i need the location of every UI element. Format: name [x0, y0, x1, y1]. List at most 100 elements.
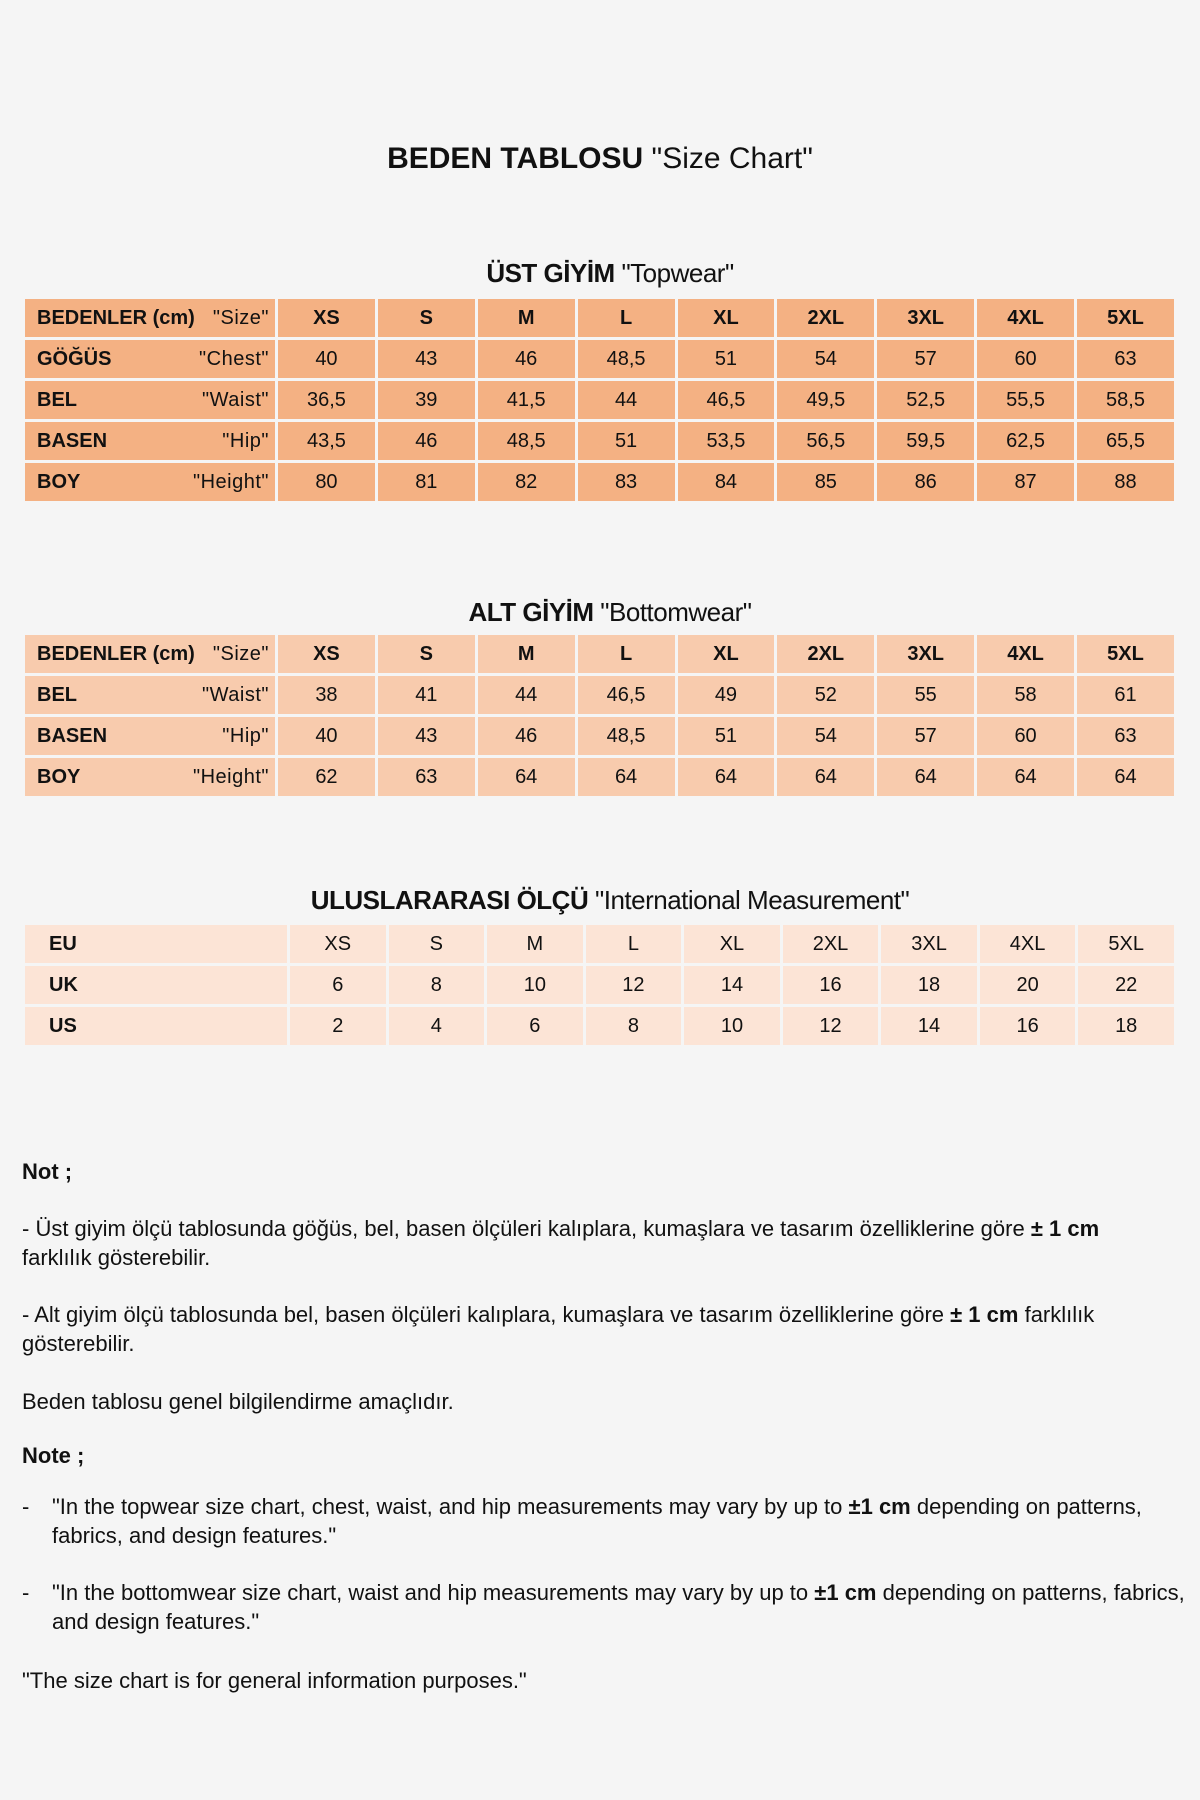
table-cell: 3XL	[874, 632, 978, 676]
row-label: BEDENLER (cm) "Size"	[22, 296, 278, 340]
table-cell: 44	[474, 673, 578, 717]
note-en-3: "The size chart is for general informati…	[22, 1668, 527, 1693]
label-tr: BASEN	[37, 429, 108, 452]
bottomwear-table: BEDENLER (cm) "Size" XS S M L XL 2XL 3XL 4XL 5XL BE…	[22, 632, 1177, 799]
table-cell: 63	[1074, 337, 1177, 381]
row-label: BASEN "Hip"	[22, 419, 278, 463]
label-en: "Size"	[212, 642, 269, 665]
row-label: BEL "Waist"	[22, 378, 278, 422]
table-cell: S	[374, 632, 478, 676]
table-row: BEL "Waist" 38 41 44 46,5 49 52 55 58 61	[22, 673, 1177, 717]
table-cell: 54	[774, 714, 878, 758]
table-cell: 36,5	[275, 378, 378, 422]
table-cell: 4XL	[976, 922, 1079, 966]
table-cell: 12	[582, 963, 685, 1007]
note-tr-1: - Üst giyim ölçü tablosunda göğüs, bel, …	[22, 1216, 1100, 1270]
table-cell: 4	[385, 1004, 488, 1048]
header-row: BEDENLER (cm) "Size" XS S M L XL 2XL 3XL 4XL 5XL	[22, 632, 1177, 676]
table-cell: 18	[878, 963, 980, 1007]
notes-tr-heading: Not ;	[22, 1159, 73, 1184]
table-cell: 44	[574, 378, 678, 422]
international-table: EU XS S M L XL 2XL 3XL 4XL 5XL UK 6 8 10 12 14 16 18 20 22 U…	[22, 922, 1177, 1048]
row-label: EU	[22, 922, 290, 966]
table-row: BOY "Height" 62 63 64 64 64 64 64 64 64	[22, 755, 1177, 799]
table-cell: M	[474, 632, 578, 676]
row-label: BASEN "Hip"	[22, 714, 278, 758]
label-tr: BEL	[37, 683, 77, 706]
table-cell: 60	[974, 714, 1077, 758]
table-cell: 87	[974, 460, 1077, 504]
table-cell: 59,5	[874, 419, 978, 463]
table-cell: 51	[674, 337, 778, 381]
table-cell: 2XL	[779, 922, 882, 966]
table-cell: 51	[574, 419, 678, 463]
table-cell: 48,5	[474, 419, 578, 463]
label-tr: GÖĞÜS	[37, 347, 112, 370]
table-cell: 55	[874, 673, 978, 717]
table-cell: 2	[287, 1004, 389, 1048]
table-cell: 86	[874, 460, 978, 504]
table-cell: 48,5	[574, 337, 678, 381]
table-cell: 39	[374, 378, 478, 422]
table-cell: 81	[374, 460, 478, 504]
table-cell: 20	[976, 963, 1079, 1007]
table-cell: 62	[275, 755, 378, 799]
table-cell: L	[574, 296, 678, 340]
row-label: UK	[22, 963, 290, 1007]
table-cell: 46,5	[674, 378, 778, 422]
label-tr: BOY	[37, 765, 81, 788]
table-cell: 64	[674, 755, 778, 799]
table-cell: 64	[574, 755, 678, 799]
table-cell: 48,5	[574, 714, 678, 758]
table-cell: 49	[674, 673, 778, 717]
table-cell: 57	[874, 714, 978, 758]
table-cell: 46	[374, 419, 478, 463]
table-cell: 85	[774, 460, 878, 504]
table-cell: 65,5	[1074, 419, 1177, 463]
table-cell: 57	[874, 337, 978, 381]
table-cell: 60	[974, 337, 1077, 381]
table-cell: 43	[374, 337, 478, 381]
table-cell: 3XL	[878, 922, 980, 966]
table-cell: S	[385, 922, 488, 966]
label-en: "Hip"	[222, 429, 269, 452]
table-row: BASEN "Hip" 43,5 46 48,5 51 53,5 56,5 59,5 62,5 65…	[22, 419, 1177, 463]
table-cell: 4XL	[974, 632, 1077, 676]
table-cell: M	[474, 296, 578, 340]
table-cell: 51	[674, 714, 778, 758]
table-row: EU XS S M L XL 2XL 3XL 4XL 5XL	[22, 922, 1177, 966]
table-cell: 16	[779, 963, 882, 1007]
table-cell: 38	[275, 673, 378, 717]
topwear-heading: ÜST GİYİM "Topwear"	[486, 258, 734, 288]
row-label: US	[22, 1004, 290, 1048]
table-cell: 61	[1074, 673, 1177, 717]
table-cell: 43,5	[275, 419, 378, 463]
table-cell: 10	[681, 1004, 783, 1048]
table-cell: S	[374, 296, 478, 340]
table-cell: 62,5	[974, 419, 1077, 463]
table-cell: 63	[374, 755, 478, 799]
row-label: BEL "Waist"	[22, 673, 278, 717]
label-en: "Waist"	[202, 388, 269, 411]
table-cell: 14	[681, 963, 783, 1007]
table-cell: 16	[976, 1004, 1079, 1048]
table-cell: L	[582, 922, 685, 966]
label-tr: BEDENLER (cm)	[37, 306, 195, 329]
label-en: "Waist"	[202, 683, 269, 706]
table-cell: 43	[374, 714, 478, 758]
label-en: "Height"	[192, 470, 269, 493]
table-cell: M	[484, 922, 586, 966]
table-cell: 6	[484, 1004, 586, 1048]
row-label: BOY "Height"	[22, 755, 278, 799]
table-cell: 64	[1074, 755, 1177, 799]
note-tr-3: Beden tablosu genel bilgilendirme amaçlı…	[22, 1389, 454, 1414]
table-cell: 88	[1074, 460, 1177, 504]
table-cell: 2XL	[774, 296, 878, 340]
label-tr: BOY	[37, 470, 81, 493]
table-cell: 46,5	[574, 673, 678, 717]
page-title: BEDEN TABLOSU "Size Chart"	[387, 142, 813, 175]
note-tr-2: - Alt giyim ölçü tablosunda bel, basen ö…	[22, 1302, 1095, 1356]
table-cell: XL	[674, 632, 778, 676]
table-cell: XS	[275, 296, 378, 340]
table-cell: 10	[484, 963, 586, 1007]
